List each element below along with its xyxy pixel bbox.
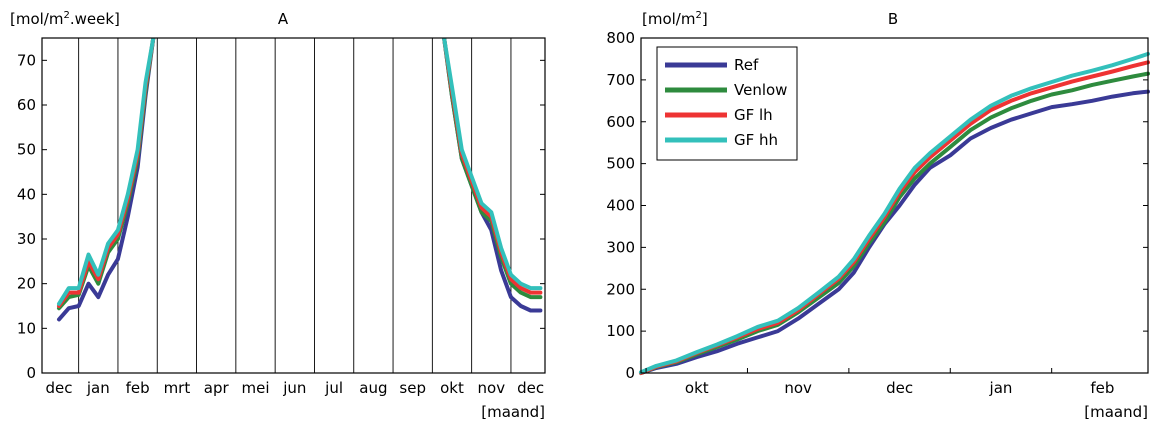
chart-a-xtick-label: jul xyxy=(324,379,343,397)
chart-b-ytick-label: 400 xyxy=(606,197,635,215)
chart-a-series-line-1 xyxy=(442,38,543,300)
chart-b-legend-label: Venlow xyxy=(734,81,787,99)
chart-b-xtick-label: nov xyxy=(784,379,812,397)
chart-a-series-line-1 xyxy=(57,38,156,311)
chart-a-ytick-label: 50 xyxy=(17,141,36,159)
chart-a-ylabel-superscript: 2 xyxy=(63,10,69,21)
chart-a-title: A xyxy=(278,10,289,28)
chart-b-legend-label: GF lh xyxy=(734,106,773,124)
chart-a-gridlines xyxy=(78,38,512,373)
chart-a-ytick-label: 10 xyxy=(17,319,36,337)
chart-b-legend-label: GF hh xyxy=(734,131,778,149)
chart-a-ticks: dec jan feb mrt apr mei jun jul aug sep okt nov dec0… xyxy=(17,51,545,397)
chart-a-series-line-0 xyxy=(442,38,543,313)
chart-a-xtick-label: dec xyxy=(517,379,544,397)
chart-a-xtick-label: okt xyxy=(440,379,464,397)
chart-b-ytick-label: 0 xyxy=(625,364,635,382)
chart-b-series-line-0 xyxy=(639,89,1150,375)
chart-a-ylabel: [mol/m2.week] xyxy=(10,10,120,28)
chart-a-series-line-0 xyxy=(57,38,156,322)
chart-a-series xyxy=(57,38,543,322)
chart-a-series-line-3 xyxy=(442,38,543,291)
chart-b-ylabel-superscript: 2 xyxy=(695,10,701,21)
chart-a-ytick-label: 60 xyxy=(17,96,36,114)
chart-b-ytick-label: 100 xyxy=(606,322,635,340)
chart-a-series-line-2 xyxy=(442,38,543,295)
chart-a-xtick-label: feb xyxy=(126,379,150,397)
chart-b-xtick-label: dec xyxy=(886,379,913,397)
chart-a-series-line-3 xyxy=(57,38,156,306)
chart-b-plot-frame xyxy=(640,37,1149,374)
chart-b-legend-label: Ref xyxy=(734,56,759,74)
chart-a-ytick-label: 20 xyxy=(17,275,36,293)
chart-a-xtick-label: sep xyxy=(399,379,426,397)
chart-a-xtick-label: aug xyxy=(359,379,387,397)
chart-b-ytick-label: 600 xyxy=(606,113,635,131)
chart-b-title: B xyxy=(888,10,898,28)
chart-b: [mol/m2] B 0 100 200 300 400 500 600 700 800 okt n… xyxy=(606,10,1150,421)
chart-b-xlabel: [maand] xyxy=(1084,403,1148,421)
chart-b-ticks: 0 100 200 300 400 500 600 700 800 okt nov dec jan feb xyxy=(606,29,1148,397)
chart-b-xtick-label: okt xyxy=(685,379,709,397)
chart-b-legend: Ref Venlow GF lh GF hh xyxy=(656,46,798,161)
chart-b-ylabel: [mol/m2] xyxy=(642,10,708,28)
chart-b-ytick-label: 500 xyxy=(606,155,635,173)
chart-a-xtick-label: dec xyxy=(46,379,73,397)
chart-b-series-line-3 xyxy=(639,51,1150,375)
chart-a-xtick-label: nov xyxy=(478,379,506,397)
chart-a: [mol/m2.week] A dec jan feb mrt apr mei jun jul… xyxy=(10,10,546,421)
chart-a-ytick-label: 30 xyxy=(17,230,36,248)
chart-a-ytick-label: 40 xyxy=(17,185,36,203)
chart-b-xtick-label: jan xyxy=(989,379,1013,397)
chart-b-ytick-label: 200 xyxy=(606,280,635,298)
chart-a-xtick-label: jun xyxy=(282,379,306,397)
chart-a-xtick-label: apr xyxy=(204,379,230,397)
chart-a-xtick-label: jan xyxy=(86,379,110,397)
chart-a-xlabel: [maand] xyxy=(481,403,545,421)
chart-a-ytick-label: 0 xyxy=(26,364,36,382)
chart-b-ytick-label: 300 xyxy=(606,238,635,256)
chart-a-xtick-label: mei xyxy=(241,379,269,397)
chart-b-ytick-label: 700 xyxy=(606,71,635,89)
chart-b-xtick-label: feb xyxy=(1090,379,1114,397)
chart-b-ytick-label: 800 xyxy=(606,29,635,47)
chart-a-xtick-label: mrt xyxy=(164,379,191,397)
chart-a-ytick-label: 70 xyxy=(17,51,36,69)
chart-a-plot-frame xyxy=(41,37,546,374)
chart-a-series-line-2 xyxy=(57,38,156,308)
chart-b-series xyxy=(639,51,1150,375)
